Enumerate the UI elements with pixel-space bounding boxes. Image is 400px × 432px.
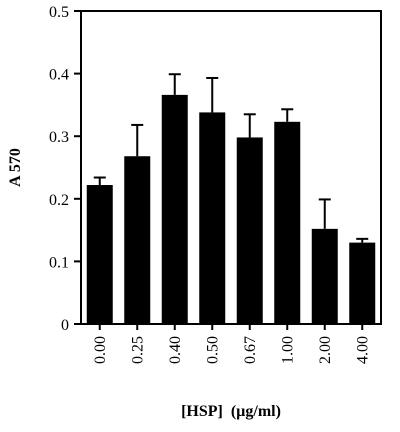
bar-4.00 [349,242,376,324]
x-tick-label: 1.00 [279,336,296,364]
bar-0.00 [86,185,113,324]
plot-frame [80,10,382,325]
error-bar-0.67 [243,113,256,138]
bar-0.67 [236,137,263,324]
x-tick-label: 0.25 [129,336,146,364]
bar-2.00 [311,228,338,324]
error-bar-0.40 [168,73,181,95]
x-tick-label: 0.00 [92,336,109,364]
y-tick-label: 0.3 [49,129,69,146]
y-tick-label: 0.5 [49,4,69,21]
error-bar-2.00 [318,198,331,229]
x-tick-label: 4.00 [354,336,371,364]
error-bar-4.00 [356,237,369,243]
bar-0.25 [124,156,151,324]
bar-0.40 [161,94,188,324]
x-tick-label: 2.00 [317,336,334,364]
x-tick-label: 0.50 [204,336,221,364]
x-axis: 0.00 0.25 0.40 0.50 0.67 1.00 2.00 4.00 [92,324,371,364]
y-axis: 0 0.1 0.2 0.3 0.4 0.5 [49,4,81,334]
y-tick-label: 0.4 [49,67,69,84]
y-tick-label: 0.1 [49,254,69,271]
x-tick-label: 0.67 [242,336,259,364]
error-bar-0.00 [93,176,106,186]
bar-1.00 [274,121,301,324]
y-tick-label: 0.2 [49,192,69,209]
x-axis-title: [HSP] (µg/ml) [181,403,281,420]
y-tick-label: 0 [61,317,69,334]
x-tick-label: 0.40 [167,336,184,364]
error-bars-layer [93,73,369,243]
bar-0.50 [199,112,226,324]
error-bar-1.00 [281,108,294,122]
error-bar-0.25 [131,123,144,157]
error-bar-0.50 [206,76,219,113]
bars-layer [86,94,376,324]
y-axis-title: A 570 [7,148,24,187]
